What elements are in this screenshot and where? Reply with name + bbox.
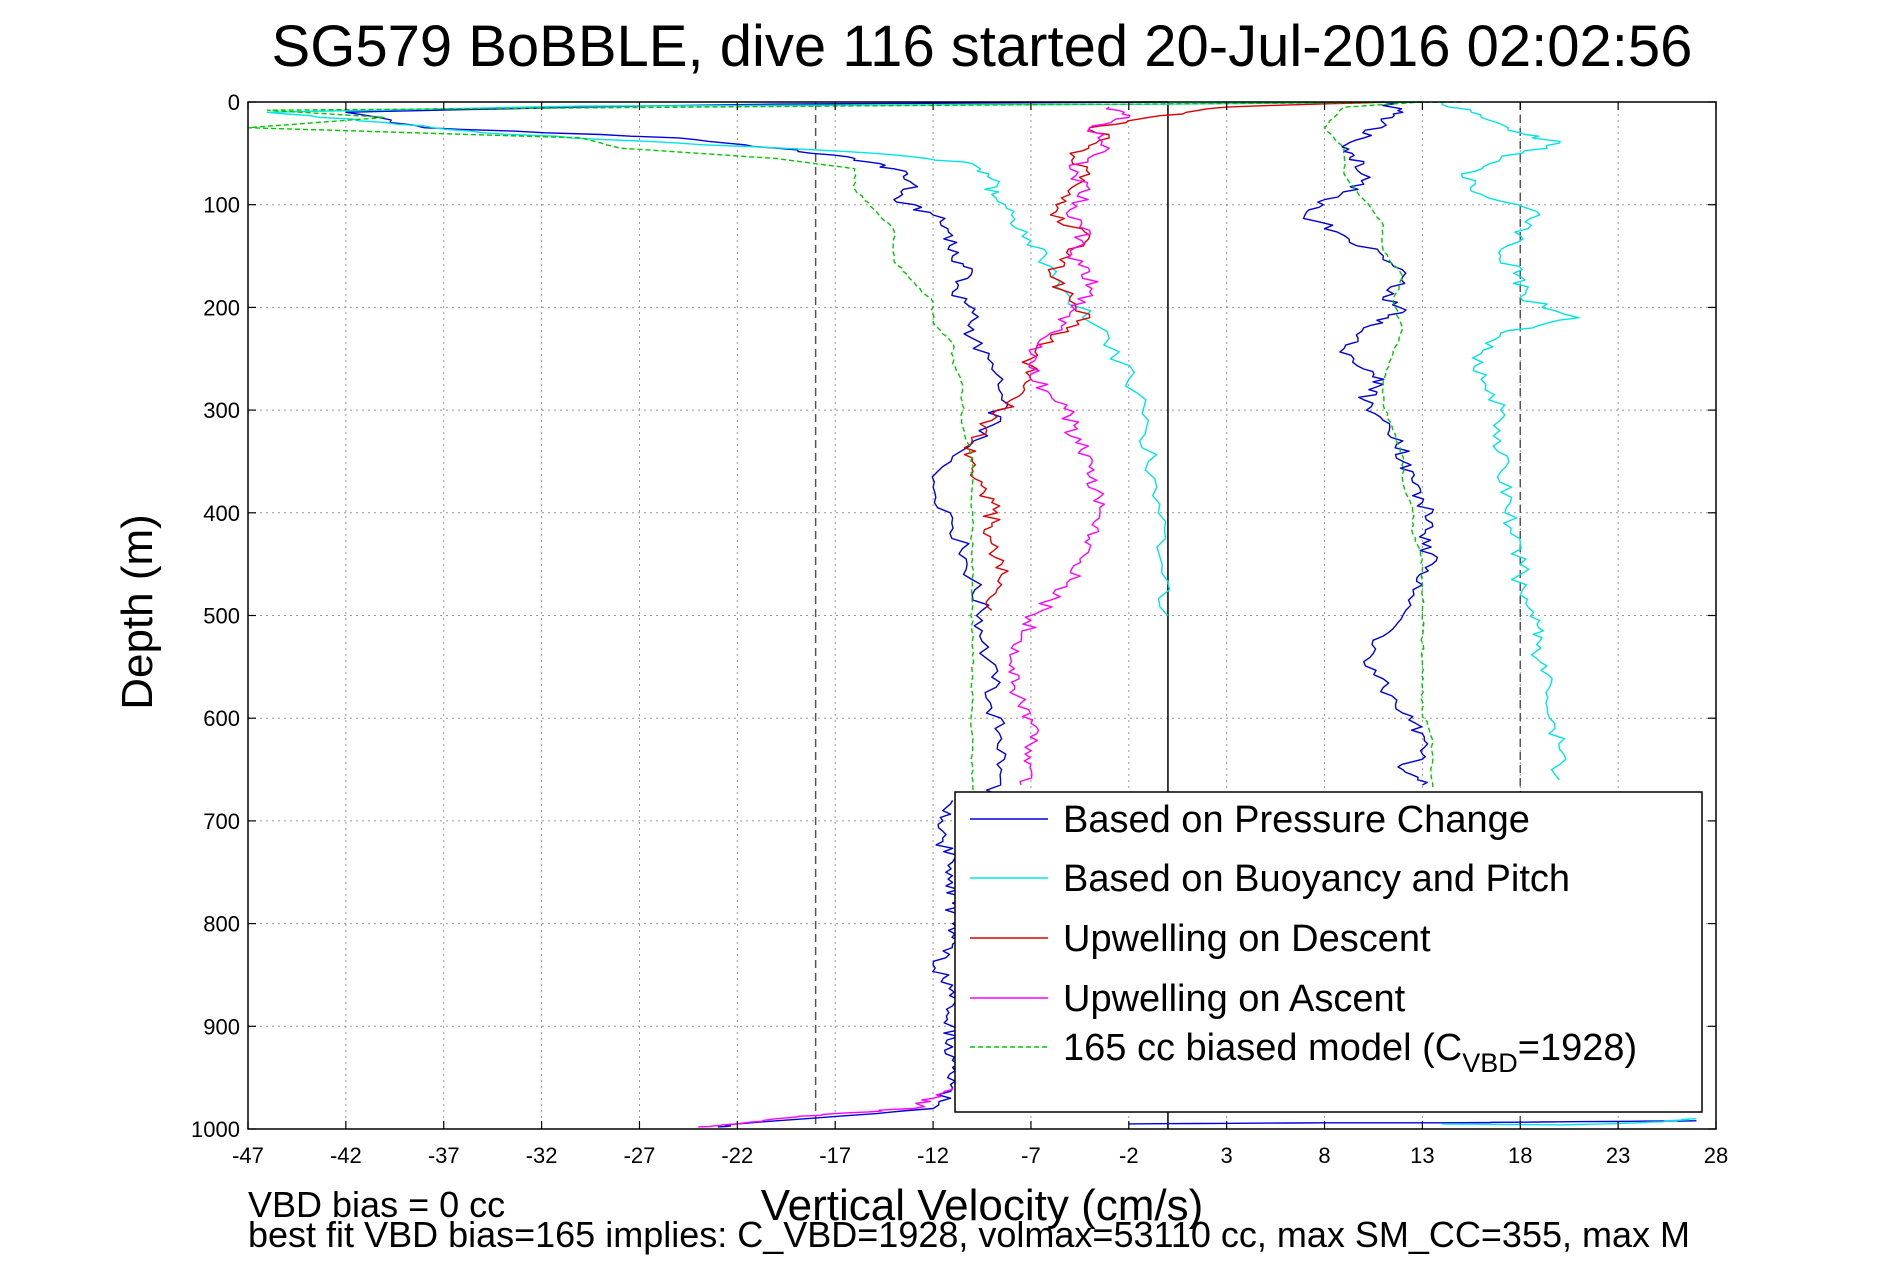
y-tick-label: 100 xyxy=(203,193,240,218)
y-axis-label: Depth (m) xyxy=(113,514,162,710)
best-fit-note: best fit VBD bias=165 implies: C_VBD=192… xyxy=(248,1214,1690,1255)
x-tick-label: 8 xyxy=(1318,1143,1330,1168)
x-tick-label: 13 xyxy=(1410,1143,1434,1168)
x-axis-label: Vertical Velocity (cm/s) xyxy=(761,1181,1204,1230)
y-tick-label: 1000 xyxy=(191,1117,240,1142)
x-tick-label: -47 xyxy=(232,1143,264,1168)
series-line xyxy=(1008,106,1131,786)
series-line xyxy=(266,101,1423,616)
y-tick-label: 200 xyxy=(203,295,240,320)
series-line xyxy=(1323,101,1434,791)
x-tick-label: -17 xyxy=(819,1143,851,1168)
series-line xyxy=(345,101,1168,801)
series-line xyxy=(247,101,1462,796)
x-tick-label: -7 xyxy=(1021,1143,1041,1168)
y-tick-label: 500 xyxy=(203,604,240,629)
y-tick-label: 600 xyxy=(203,706,240,731)
x-tick-label: -27 xyxy=(624,1143,656,1168)
x-tick-label: 3 xyxy=(1221,1143,1233,1168)
chart-title: SG579 BoBBLE, dive 116 started 20-Jul-20… xyxy=(272,14,1693,79)
series-line xyxy=(1128,1120,1697,1125)
y-tick-label: 0 xyxy=(228,90,240,115)
x-tick-label: -12 xyxy=(917,1143,949,1168)
y-tick-label: 400 xyxy=(203,501,240,526)
legend-label-end: =1928) xyxy=(1518,1027,1637,1069)
legend-label: Based on Pressure Change xyxy=(1063,799,1530,841)
y-tick-label: 900 xyxy=(203,1014,240,1039)
legend: Based on Pressure Change Based on Buoyanc… xyxy=(954,791,1703,1113)
series-line xyxy=(1441,101,1580,781)
legend-label-subscript: VBD xyxy=(1462,1048,1518,1078)
y-tick-label: 300 xyxy=(203,398,240,423)
legend-label: Upwelling on Ascent xyxy=(1063,978,1406,1020)
x-tick-label: -22 xyxy=(721,1143,753,1168)
x-tick-label: -37 xyxy=(428,1143,460,1168)
legend-label: Based on Buoyancy and Pitch xyxy=(1063,858,1570,900)
series-line xyxy=(1441,1118,1697,1126)
x-axis-ticks: -47 -42 -37 -32 -27 -22 -17 -12 -7 -2 3 8 13 18 23 28 xyxy=(232,102,1728,1168)
y-tick-label: 800 xyxy=(203,912,240,937)
legend-items: Based on Pressure Change Based on Buoyanc… xyxy=(970,799,1637,1078)
legend-label: Upwelling on Descent xyxy=(1063,918,1431,960)
legend-box xyxy=(954,791,1703,1113)
x-tick-label: -2 xyxy=(1119,1143,1139,1168)
x-tick-label: -42 xyxy=(330,1143,362,1168)
y-axis-ticks: 0 100 200 300 400 500 600 700 800 900 1000 xyxy=(191,90,1716,1142)
x-tick-label: 28 xyxy=(1704,1143,1728,1168)
y-tick-label: 700 xyxy=(203,809,240,834)
vbd-bias-note: VBD bias = 0 cc xyxy=(248,1184,505,1225)
legend-label-main: 165 cc biased model (C xyxy=(1063,1027,1462,1069)
x-tick-label: 23 xyxy=(1606,1143,1630,1168)
series-line xyxy=(1302,101,1438,786)
legend-label: 165 cc biased model (CVBD=1928) xyxy=(1063,1027,1637,1078)
series-line xyxy=(963,101,1384,611)
x-tick-label: 18 xyxy=(1508,1143,1532,1168)
x-tick-label: -32 xyxy=(526,1143,558,1168)
series-layer xyxy=(247,101,1697,1128)
